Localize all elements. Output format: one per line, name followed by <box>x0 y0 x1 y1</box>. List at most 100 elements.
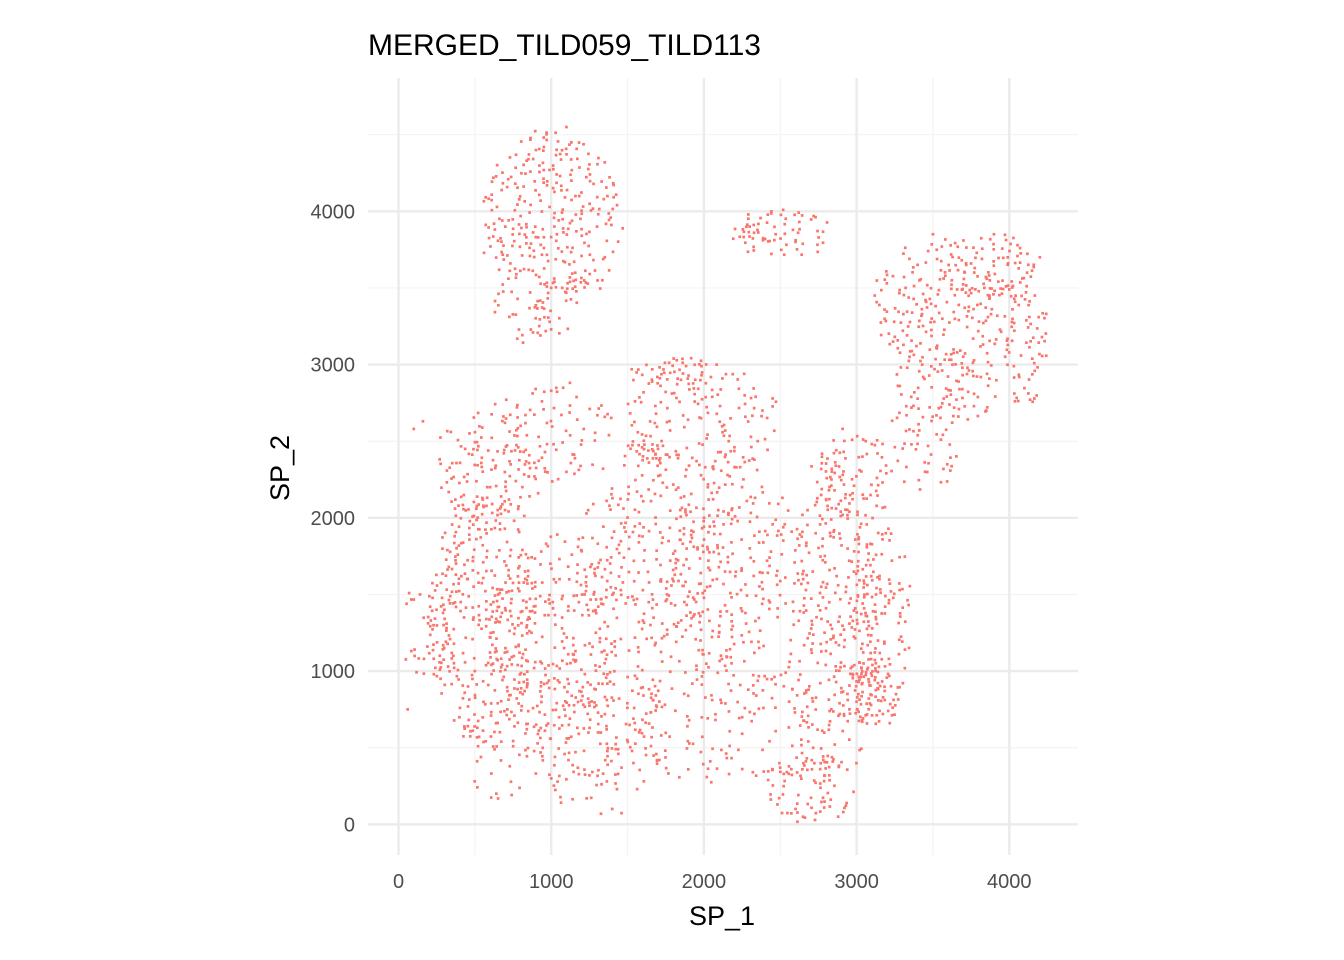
data-point <box>640 446 644 449</box>
data-point <box>719 614 722 618</box>
data-point <box>520 656 524 660</box>
data-point <box>835 574 838 578</box>
data-point <box>748 547 752 550</box>
data-point <box>659 400 663 404</box>
data-point <box>777 796 781 800</box>
data-point <box>541 301 545 304</box>
data-point <box>837 620 840 623</box>
data-point <box>501 419 504 423</box>
data-point <box>665 420 669 424</box>
data-point <box>452 627 456 631</box>
data-point <box>692 387 696 390</box>
data-point <box>802 569 805 573</box>
data-point <box>763 437 767 441</box>
data-point <box>984 306 988 309</box>
data-point <box>735 592 739 596</box>
data-point <box>631 530 635 534</box>
data-point <box>988 279 992 282</box>
data-point <box>719 450 723 454</box>
data-point <box>679 572 683 576</box>
data-point <box>642 447 646 451</box>
data-point <box>576 700 580 704</box>
data-point <box>923 377 926 381</box>
data-point <box>939 269 943 272</box>
data-point <box>752 560 756 563</box>
data-point <box>627 547 631 551</box>
data-point <box>833 489 836 492</box>
data-point <box>866 643 870 647</box>
data-point <box>525 659 528 662</box>
data-point <box>944 387 948 390</box>
data-point <box>757 674 761 678</box>
data-point <box>630 749 634 753</box>
data-point <box>796 537 799 541</box>
data-point <box>475 683 479 686</box>
data-point <box>920 314 923 318</box>
data-point <box>605 742 609 746</box>
data-point <box>785 243 788 247</box>
data-point <box>841 729 845 733</box>
data-point <box>543 613 547 617</box>
data-point <box>986 293 990 297</box>
data-point <box>511 233 514 236</box>
data-point <box>819 786 822 790</box>
data-point <box>758 585 761 588</box>
data-point <box>640 731 644 735</box>
data-point <box>495 745 498 748</box>
data-point <box>726 560 730 564</box>
data-point <box>520 226 523 230</box>
data-point <box>508 430 511 433</box>
data-point <box>456 553 460 556</box>
data-point <box>829 623 832 627</box>
data-point <box>660 705 664 709</box>
data-point <box>510 663 514 666</box>
data-point <box>494 721 498 725</box>
data-point <box>546 259 550 263</box>
data-point <box>580 227 583 231</box>
data-point <box>481 498 485 501</box>
data-point <box>452 642 456 646</box>
data-point <box>518 232 521 236</box>
data-point <box>687 382 691 386</box>
data-point <box>603 695 607 699</box>
data-point <box>664 468 668 472</box>
data-point <box>964 291 968 294</box>
data-point <box>471 555 475 559</box>
data-point <box>944 428 948 432</box>
data-point <box>609 508 612 511</box>
data-point <box>473 463 477 467</box>
data-point <box>766 571 770 575</box>
data-point <box>909 395 913 399</box>
data-point <box>619 497 622 501</box>
data-point <box>493 310 497 314</box>
data-point <box>533 180 536 183</box>
data-point <box>585 797 588 800</box>
data-point <box>517 530 521 534</box>
data-point <box>523 233 527 236</box>
data-point <box>839 665 842 669</box>
data-point <box>652 754 655 757</box>
data-point <box>510 655 514 659</box>
data-point <box>865 722 869 725</box>
data-point <box>861 438 865 441</box>
data-point <box>524 732 527 735</box>
data-point <box>866 558 870 562</box>
data-point <box>701 652 705 656</box>
data-point <box>473 780 477 783</box>
data-point <box>887 332 891 335</box>
data-point <box>466 472 469 476</box>
data-point <box>587 701 591 704</box>
data-point <box>583 593 586 596</box>
data-point <box>645 637 648 641</box>
data-point <box>775 583 779 587</box>
data-point <box>775 534 779 537</box>
data-point <box>606 749 609 753</box>
data-point <box>471 523 475 526</box>
data-point <box>663 361 667 365</box>
data-point <box>477 503 480 506</box>
data-point <box>626 706 629 710</box>
data-point <box>658 531 662 534</box>
data-point <box>700 371 704 374</box>
data-point <box>602 197 606 201</box>
data-point <box>1016 254 1019 258</box>
